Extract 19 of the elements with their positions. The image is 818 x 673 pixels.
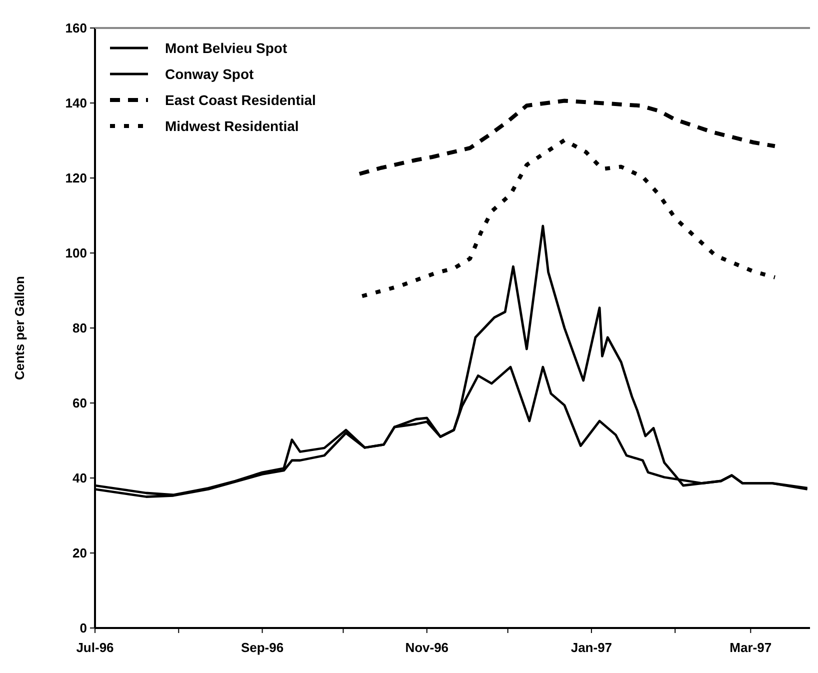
legend-label: Conway Spot bbox=[165, 66, 254, 82]
x-tick-label: Nov-96 bbox=[405, 640, 449, 655]
y-tick-label: 140 bbox=[65, 96, 87, 111]
y-tick-label: 0 bbox=[80, 620, 87, 636]
y-axis-title: Cents per Gallon bbox=[12, 276, 27, 380]
legend-label: Midwest Residential bbox=[165, 118, 299, 134]
x-tick-label: Jan-97 bbox=[570, 640, 612, 655]
y-tick-label: 40 bbox=[72, 470, 87, 486]
y-tick-label: 60 bbox=[72, 396, 87, 411]
legend-label: Mont Belvieu Spot bbox=[165, 40, 288, 56]
y-tick-label: 160 bbox=[65, 20, 87, 36]
y-tick-label: 120 bbox=[65, 170, 87, 186]
x-tick-label: Sep-96 bbox=[240, 640, 284, 655]
y-tick-label: 20 bbox=[72, 546, 87, 561]
legend-label: East Coast Residential bbox=[165, 92, 316, 108]
x-tick-label: Mar-97 bbox=[730, 640, 772, 655]
x-tick-label: Jul-96 bbox=[76, 640, 114, 655]
y-tick-label: 100 bbox=[65, 246, 87, 261]
y-tick-label: 80 bbox=[72, 320, 87, 336]
